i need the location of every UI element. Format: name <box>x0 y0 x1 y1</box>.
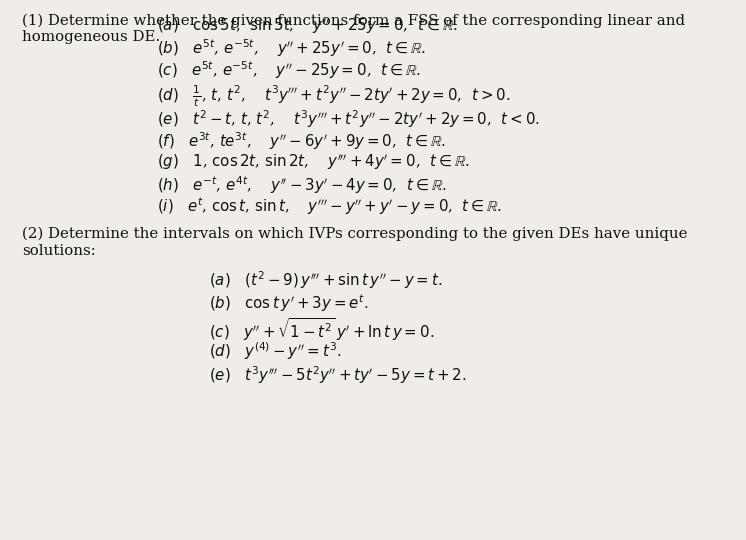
Text: $(a)$   $\cos 5t$,  $\sin 5t$,    $y'' + 25y = 0$,  $t \in \mathbb{R}$.: $(a)$ $\cos 5t$, $\sin 5t$, $y'' + 25y =… <box>157 16 457 36</box>
Text: $(i)$   $e^{t}$, $\cos t$, $\sin t$,    $y''' - y'' + y' - y = 0$,  $t \in \math: $(i)$ $e^{t}$, $\cos t$, $\sin t$, $y'''… <box>157 195 502 217</box>
Text: homogeneous DE.: homogeneous DE. <box>22 30 160 44</box>
Text: $(b)$   $\cos t\, y' + 3y = e^{t}$.: $(b)$ $\cos t\, y' + 3y = e^{t}$. <box>209 293 369 314</box>
Text: $(f)$   $e^{3t}$, $te^{3t}$,    $y'' - 6y' + 9y = 0$,  $t \in \mathbb{R}$.: $(f)$ $e^{3t}$, $te^{3t}$, $y'' - 6y' + … <box>157 131 446 152</box>
Text: $(g)$   $1$, $\cos 2t$, $\sin 2t$,    $y''' + 4y' = 0$,  $t \in \mathbb{R}$.: $(g)$ $1$, $\cos 2t$, $\sin 2t$, $y''' +… <box>157 152 469 172</box>
Text: $(c)$   $e^{5t}$, $e^{-5t}$,    $y'' - 25y = 0$,  $t \in \mathbb{R}$.: $(c)$ $e^{5t}$, $e^{-5t}$, $y'' - 25y = … <box>157 59 421 81</box>
Text: $(d)$   $y^{(4)} - y'' = t^{3}$.: $(d)$ $y^{(4)} - y'' = t^{3}$. <box>209 340 342 362</box>
Text: $(h)$   $e^{-t}$, $e^{4t}$,    $y'' - 3y' - 4y = 0$,  $t \in \mathbb{R}$.: $(h)$ $e^{-t}$, $e^{4t}$, $y'' - 3y' - 4… <box>157 174 446 195</box>
Text: (1) Determine whether the given functions form a FSS of the corresponding linear: (1) Determine whether the given function… <box>22 14 686 28</box>
Text: $(e)$   $t^{3}y''' - 5t^{2}y'' + ty' - 5y = t + 2$.: $(e)$ $t^{3}y''' - 5t^{2}y'' + ty' - 5y … <box>209 364 467 386</box>
Text: $(a)$   $(t^{2} - 9)\, y''' + \sin t\, y'' - y = t$.: $(a)$ $(t^{2} - 9)\, y''' + \sin t\, y''… <box>209 269 442 291</box>
Text: $(b)$   $e^{5t}$, $e^{-5t}$,    $y'' + 25y' = 0$,  $t \in \mathbb{R}$.: $(b)$ $e^{5t}$, $e^{-5t}$, $y'' + 25y' =… <box>157 38 426 59</box>
Text: $(c)$   $y'' + \sqrt{1 - t^{2}}\, y' + \ln t\, y = 0$.: $(c)$ $y'' + \sqrt{1 - t^{2}}\, y' + \ln… <box>209 316 434 343</box>
Text: solutions:: solutions: <box>22 244 96 258</box>
Text: (2) Determine the intervals on which IVPs corresponding to the given DEs have un: (2) Determine the intervals on which IVP… <box>22 227 688 241</box>
Text: $(e)$   $t^{2} - t$, $t$, $t^{2}$,    $t^{3}y''' + t^{2}y'' - 2ty' + 2y = 0$,  $: $(e)$ $t^{2} - t$, $t$, $t^{2}$, $t^{3}y… <box>157 108 539 130</box>
Text: $(d)$   $\frac{1}{t}$, $t$, $t^{2}$,    $t^{3}y''' + t^{2}y'' - 2ty' + 2y = 0$, : $(d)$ $\frac{1}{t}$, $t$, $t^{2}$, $t^{3… <box>157 84 510 109</box>
